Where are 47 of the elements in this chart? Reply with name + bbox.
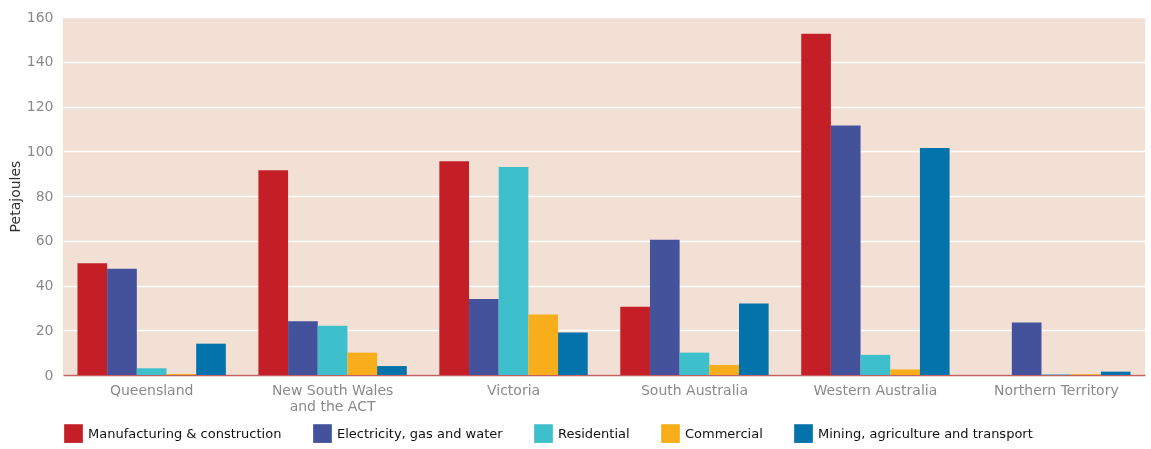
- bar: [830, 125, 861, 375]
- bar: [288, 321, 318, 375]
- x-tick-label: Victoria: [486, 381, 541, 398]
- y-tick-label: 140: [26, 53, 54, 70]
- x-tick-label: South Australia: [640, 381, 749, 398]
- bar: [77, 263, 108, 375]
- y-tick-label: 100: [26, 142, 54, 159]
- bar: [528, 314, 559, 375]
- legend-label: Commercial: [685, 425, 763, 441]
- bar: [1100, 371, 1131, 375]
- x-tick-label: Western Australia: [813, 381, 938, 398]
- legend-label: Manufacturing & construction: [88, 425, 282, 441]
- bar: [679, 352, 710, 375]
- x-tick-label: Northern Territory: [994, 381, 1119, 398]
- bar: [107, 268, 137, 375]
- bar: [919, 147, 950, 375]
- bar: [498, 166, 529, 375]
- bar: [317, 325, 348, 375]
- bar: [377, 366, 407, 375]
- legend-label: Mining, agriculture and transport: [818, 425, 1033, 441]
- x-tick-label: New South Wales and the ACT: [271, 381, 394, 414]
- bar: [890, 369, 920, 375]
- bar: [258, 170, 289, 375]
- y-tick-label: 40: [35, 277, 54, 293]
- bar: [801, 33, 831, 375]
- bar: [860, 354, 891, 375]
- y-tick-label: 120: [26, 98, 54, 114]
- bar: [649, 239, 680, 375]
- bar: [439, 161, 470, 375]
- x-tick-label: Queensland: [109, 381, 194, 398]
- y-tick-label: 80: [35, 187, 54, 204]
- bar: [620, 306, 650, 375]
- y-tick-label: 0: [44, 366, 54, 383]
- bar: [709, 364, 739, 375]
- bar: [196, 343, 226, 375]
- bar: [558, 332, 588, 375]
- y-tick-label: 160: [26, 8, 54, 25]
- bar: [1011, 322, 1042, 375]
- bar: [738, 303, 769, 375]
- bar: [136, 368, 167, 375]
- y-axis-title: Petajoules: [6, 160, 23, 233]
- y-tick-label: 20: [35, 321, 54, 338]
- y-tick-label: 60: [35, 232, 54, 249]
- bar: [347, 352, 378, 375]
- bar: [469, 298, 499, 375]
- legend-label: Electricity, gas and water: [337, 425, 504, 441]
- legend-label: Residential: [558, 425, 630, 441]
